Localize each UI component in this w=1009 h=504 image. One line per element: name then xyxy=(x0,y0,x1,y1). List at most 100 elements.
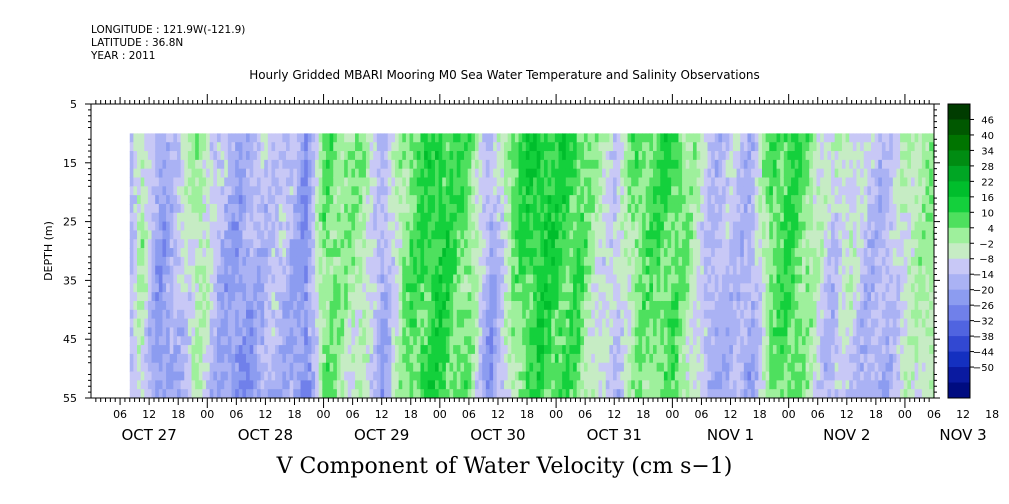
heatmap-cell xyxy=(580,177,585,187)
heatmap-cell xyxy=(474,353,480,364)
heatmap-cell xyxy=(398,309,403,320)
heatmap-cell xyxy=(540,239,545,249)
heatmap-cell xyxy=(209,327,214,337)
heatmap-cell xyxy=(420,133,425,143)
heatmap-cell xyxy=(376,239,382,249)
heatmap-cell xyxy=(416,362,422,373)
heatmap-cell xyxy=(144,274,149,284)
heatmap-cell xyxy=(351,327,356,337)
heatmap-cell xyxy=(496,362,501,373)
heatmap-cell xyxy=(402,142,407,152)
heatmap-cell xyxy=(722,168,727,179)
heatmap-cell xyxy=(536,336,541,346)
heatmap-cell xyxy=(474,309,480,320)
heatmap-cell xyxy=(246,195,251,205)
heatmap-cell xyxy=(711,177,716,187)
heatmap-cell xyxy=(576,362,581,373)
heatmap-cell xyxy=(286,309,291,320)
heatmap-cell xyxy=(227,292,233,302)
heatmap-cell xyxy=(322,353,327,364)
heatmap-cell xyxy=(398,318,403,329)
heatmap-cell xyxy=(434,389,440,398)
heatmap-cell xyxy=(722,274,727,284)
heatmap-cell xyxy=(711,212,716,223)
heatmap-cell xyxy=(540,186,545,196)
heatmap-cell xyxy=(424,195,429,205)
heatmap-cell xyxy=(616,177,621,187)
heatmap-cell xyxy=(384,168,389,179)
heatmap-cell xyxy=(613,389,618,398)
heatmap-cell xyxy=(543,265,549,276)
heatmap-cell xyxy=(242,151,247,161)
heatmap-cell xyxy=(209,239,214,249)
heatmap-cell xyxy=(678,203,683,214)
heatmap-cell xyxy=(594,327,600,337)
heatmap-cell xyxy=(293,177,298,187)
heatmap-cell xyxy=(195,380,200,390)
heatmap-cell xyxy=(158,309,164,320)
heatmap-cell xyxy=(369,151,374,161)
heatmap-cell xyxy=(307,195,313,205)
heatmap-cell xyxy=(714,256,719,267)
heatmap-cell xyxy=(362,336,367,346)
heatmap-cell xyxy=(620,168,625,179)
heatmap-cell xyxy=(347,159,353,170)
heatmap-cell xyxy=(529,292,534,302)
heatmap-cell xyxy=(565,256,571,267)
heatmap-cell xyxy=(464,159,469,170)
heatmap-cell xyxy=(416,186,422,196)
heatmap-cell xyxy=(573,389,578,398)
heatmap-cell xyxy=(358,142,363,152)
heatmap-cell xyxy=(304,168,309,179)
heatmap-cell xyxy=(260,336,265,346)
heatmap-cell xyxy=(464,177,469,187)
heatmap-cell xyxy=(242,212,247,223)
heatmap-cell xyxy=(300,212,305,223)
heatmap-cell xyxy=(227,151,233,161)
heatmap-cell xyxy=(318,380,323,390)
heatmap-cell xyxy=(504,186,509,196)
heatmap-cell xyxy=(456,265,462,276)
heatmap-cell xyxy=(573,239,578,249)
heatmap-cell xyxy=(667,336,672,346)
heatmap-cell xyxy=(493,133,498,143)
heatmap-cell xyxy=(286,221,291,232)
heatmap-cell xyxy=(496,212,501,223)
heatmap-cell xyxy=(336,309,342,320)
heatmap-cell xyxy=(453,283,458,293)
heatmap-cell xyxy=(180,256,185,267)
heatmap-cell xyxy=(464,362,469,373)
heatmap-cell xyxy=(380,239,385,249)
heatmap-cell xyxy=(638,300,643,311)
heatmap-cell xyxy=(700,230,705,240)
heatmap-cell xyxy=(376,168,382,179)
heatmap-cell xyxy=(260,300,265,311)
heatmap-cell xyxy=(649,309,654,320)
heatmap-cell xyxy=(456,345,462,355)
heatmap-cell xyxy=(496,300,501,311)
heatmap-cell xyxy=(209,389,214,398)
heatmap-cell xyxy=(445,300,451,311)
heatmap-cell xyxy=(253,318,258,329)
heatmap-cell xyxy=(177,362,182,373)
heatmap-cell xyxy=(511,389,516,398)
heatmap-cell xyxy=(703,371,709,381)
heatmap-cell xyxy=(318,274,323,284)
heatmap-cell xyxy=(732,203,738,214)
heatmap-cell xyxy=(580,195,585,205)
heatmap-cell xyxy=(286,248,291,258)
heatmap-cell xyxy=(431,168,436,179)
heatmap-cell xyxy=(351,186,356,196)
heatmap-cell xyxy=(533,380,538,390)
heatmap-cell xyxy=(649,221,654,232)
heatmap-cell xyxy=(711,142,716,152)
heatmap-cell xyxy=(395,345,400,355)
heatmap-cell xyxy=(384,177,389,187)
heatmap-cell xyxy=(565,389,571,398)
heatmap-cell xyxy=(307,133,313,143)
heatmap-cell xyxy=(554,327,560,337)
heatmap-cell xyxy=(198,248,204,258)
heatmap-cell xyxy=(235,239,240,249)
heatmap-cell xyxy=(489,212,494,223)
heatmap-cell xyxy=(184,221,189,232)
